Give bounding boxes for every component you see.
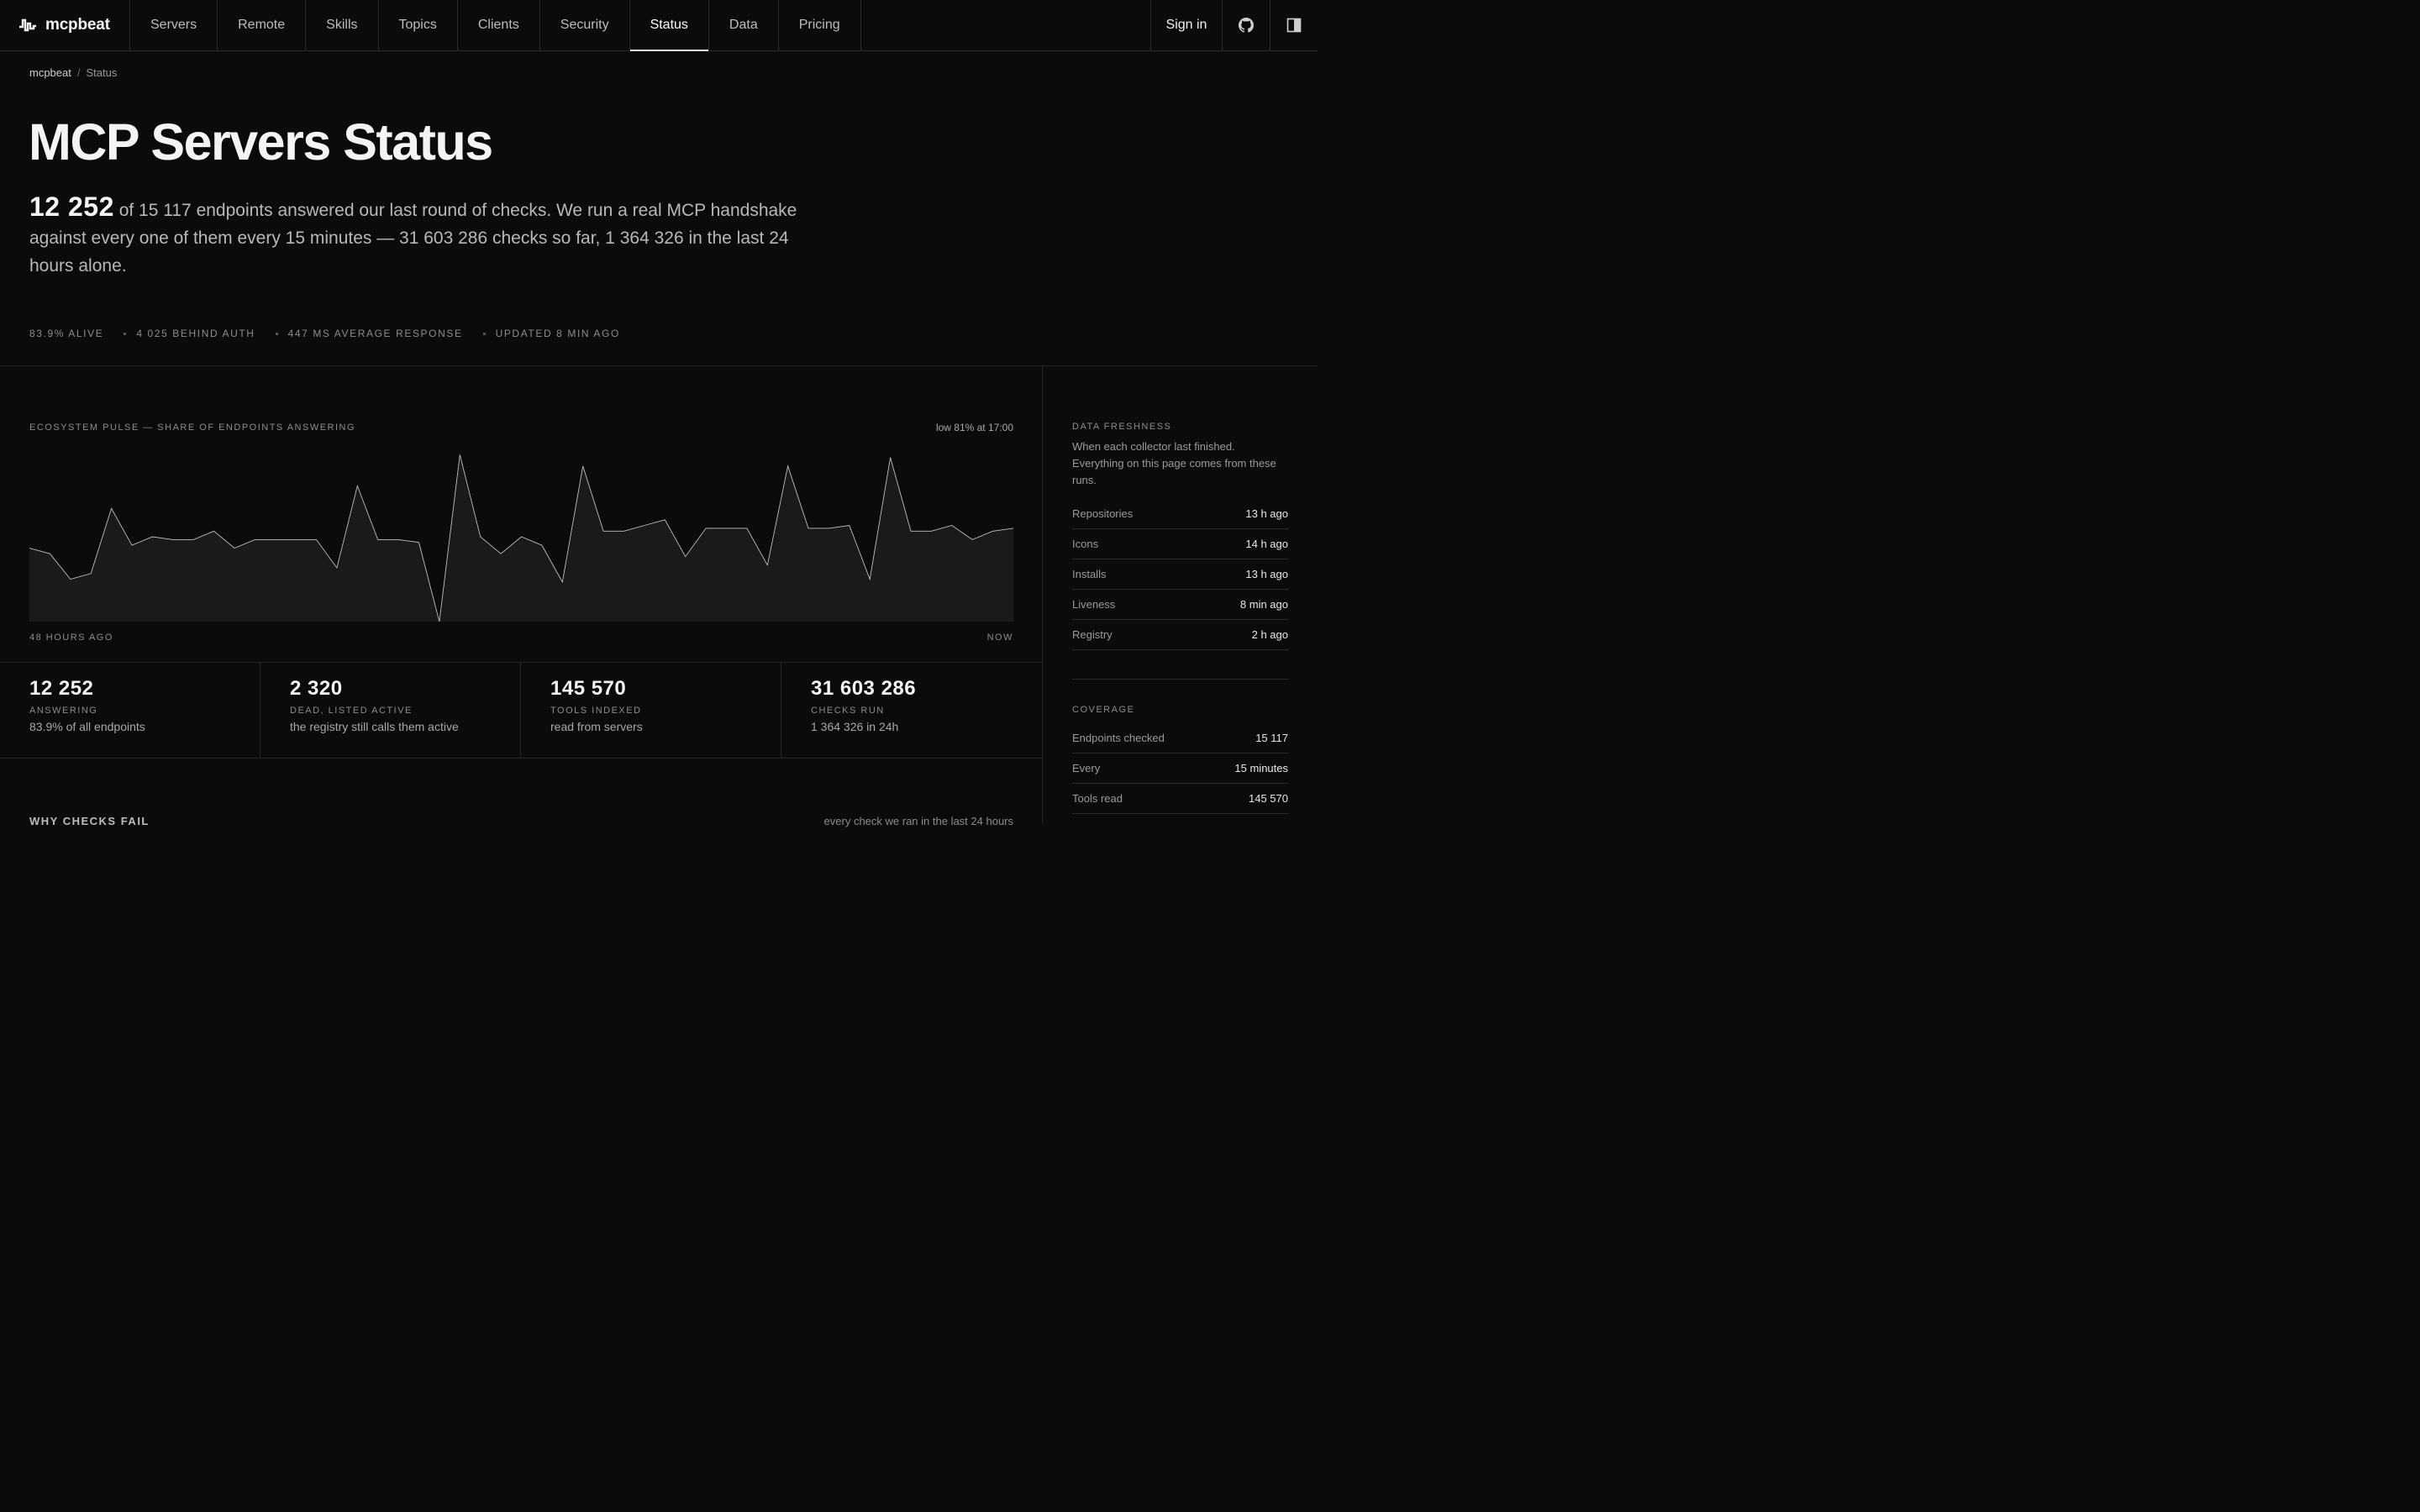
freshness-row-icons: Icons 14 h ago <box>1072 529 1288 559</box>
row-value: 2 h ago <box>1251 628 1288 641</box>
nav-item-skills[interactable]: Skills <box>306 0 379 50</box>
breadcrumb: mcpbeat / Status <box>29 66 117 79</box>
stat-subtext: 1 364 326 in 24h <box>811 720 899 733</box>
section-divider <box>0 662 1042 663</box>
separator-dot <box>124 332 127 335</box>
meta-updated: UPDATED 8 MIN AGO <box>495 328 620 339</box>
row-key: Icons <box>1072 538 1099 550</box>
row-key: Installs <box>1072 568 1107 580</box>
heartbeat-logo-icon <box>19 18 36 32</box>
pulse-low-note: low 81% at 17:00 <box>935 422 1013 433</box>
coverage-title: COVERAGE <box>1072 705 1135 715</box>
stat-label: CHECKS RUN <box>811 706 885 716</box>
nav-item-status[interactable]: Status <box>629 0 709 51</box>
row-key: Tools read <box>1072 792 1123 805</box>
stat-subtext: 83.9% of all endpoints <box>29 720 145 733</box>
stat-label: DEAD, LISTED ACTIVE <box>290 706 413 716</box>
stat-dead-listed-active: 2 320 DEAD, LISTED ACTIVE the registry s… <box>260 662 521 758</box>
x-axis-start-label: 48 HOURS AGO <box>29 633 113 643</box>
row-value: 13 h ago <box>1245 568 1288 580</box>
breadcrumb-root[interactable]: mcpbeat <box>29 66 71 79</box>
sidebar-divider <box>1072 679 1288 680</box>
section-divider <box>0 758 1042 759</box>
coverage-row-every: Every 15 minutes <box>1072 753 1288 784</box>
row-value: 145 570 <box>1249 792 1288 805</box>
x-axis-end-label: NOW <box>986 633 1013 643</box>
why-checks-fail-note: every check we ran in the last 24 hours <box>823 815 1013 827</box>
meta-alive: 83.9% ALIVE <box>29 328 104 339</box>
nav-item-security[interactable]: Security <box>540 0 630 50</box>
sign-in-button[interactable]: Sign in <box>1150 0 1222 50</box>
stat-subtext: read from servers <box>550 720 643 733</box>
coverage-panel: COVERAGE Endpoints checked 15 117 Every 15… <box>1072 705 1288 814</box>
data-freshness-title: DATA FRESHNESS <box>1072 422 1172 432</box>
meta-behind-auth: 4 025 BEHIND AUTH <box>136 328 255 339</box>
stat-number: 145 570 <box>550 677 627 700</box>
stat-answering: 12 252 ANSWERING 83.9% of all endpoints <box>0 662 260 758</box>
row-value: 15 117 <box>1255 732 1288 744</box>
meta-avg-response: 447 MS AVERAGE RESPONSE <box>287 328 463 339</box>
page-title: MCP Servers Status <box>29 113 493 171</box>
nav-item-data[interactable]: Data <box>709 0 779 50</box>
breadcrumb-current: Status <box>86 66 118 79</box>
row-key: Repositories <box>1072 507 1134 520</box>
data-freshness-description: When each collector last finished. Every… <box>1072 440 1276 486</box>
row-value: 13 h ago <box>1245 507 1288 520</box>
brand-logo[interactable]: mcpbeat <box>0 0 130 50</box>
pulse-area-fill <box>29 454 1013 622</box>
row-value: 15 minutes <box>1234 762 1288 774</box>
pulse-series-line <box>29 454 1013 622</box>
breadcrumb-separator: / <box>76 66 81 79</box>
lead-text: of 15 117 endpoints answered our last ro… <box>29 201 797 276</box>
stat-number: 2 320 <box>290 677 343 700</box>
separator-dot <box>275 332 278 335</box>
stats-row: 12 252 ANSWERING 83.9% of all endpoints … <box>0 662 1042 758</box>
lead-paragraph: 12 252 of 15 117 endpoints answered our … <box>29 193 836 280</box>
panel-toggle-button[interactable] <box>1270 0 1318 50</box>
brand-name: mcpbeat <box>45 16 110 34</box>
nav-item-clients[interactable]: Clients <box>458 0 540 50</box>
stat-number: 12 252 <box>29 677 94 700</box>
row-key: Registry <box>1072 628 1113 641</box>
stat-subtext: the registry still calls them active <box>290 720 459 733</box>
separator-dot <box>482 332 486 335</box>
row-key: Every <box>1072 762 1101 774</box>
freshness-row-registry: Registry 2 h ago <box>1072 620 1288 650</box>
column-divider <box>1042 365 1043 823</box>
lead-number: 12 252 <box>29 192 114 222</box>
nav-item-pricing[interactable]: Pricing <box>779 0 861 50</box>
why-checks-fail-heading: WHY CHECKS FAIL <box>29 815 150 827</box>
nav-item-topics[interactable]: Topics <box>379 0 458 50</box>
stat-label: ANSWERING <box>29 706 98 716</box>
row-value: 14 h ago <box>1245 538 1288 550</box>
summary-metrics: 83.9% ALIVE 4 025 BEHIND AUTH 447 MS AVE… <box>29 328 620 339</box>
coverage-row-tools: Tools read 145 570 <box>1072 784 1288 814</box>
freshness-row-liveness: Liveness 8 min ago <box>1072 590 1288 620</box>
nav-item-servers[interactable]: Servers <box>130 0 218 50</box>
freshness-row-repositories: Repositories 13 h ago <box>1072 499 1288 529</box>
github-icon <box>1239 18 1254 33</box>
github-button[interactable] <box>1222 0 1270 50</box>
row-key: Endpoints checked <box>1072 732 1165 744</box>
row-key: Liveness <box>1072 598 1116 611</box>
stat-tools-indexed: 145 570 TOOLS INDEXED read from servers <box>521 662 781 758</box>
stat-checks-run: 31 603 286 CHECKS RUN 1 364 326 in 24h <box>781 662 1042 758</box>
sidebar-toggle-icon <box>1286 18 1302 33</box>
row-value: 8 min ago <box>1239 598 1288 611</box>
ecosystem-pulse-chart <box>29 454 1013 622</box>
coverage-row-endpoints: Endpoints checked 15 117 <box>1072 723 1288 753</box>
stat-number: 31 603 286 <box>811 677 917 700</box>
pulse-chart-title: ECOSYSTEM PULSE — SHARE OF ENDPOINTS ANS… <box>29 423 356 433</box>
stat-label: TOOLS INDEXED <box>550 706 642 716</box>
data-freshness-panel: DATA FRESHNESS When each collector last … <box>1072 422 1288 650</box>
top-nav: mcpbeat Servers Remote Skills Topics Cli… <box>0 0 1318 51</box>
section-divider <box>0 365 1318 366</box>
freshness-row-installs: Installs 13 h ago <box>1072 559 1288 590</box>
nav-item-remote[interactable]: Remote <box>218 0 307 50</box>
